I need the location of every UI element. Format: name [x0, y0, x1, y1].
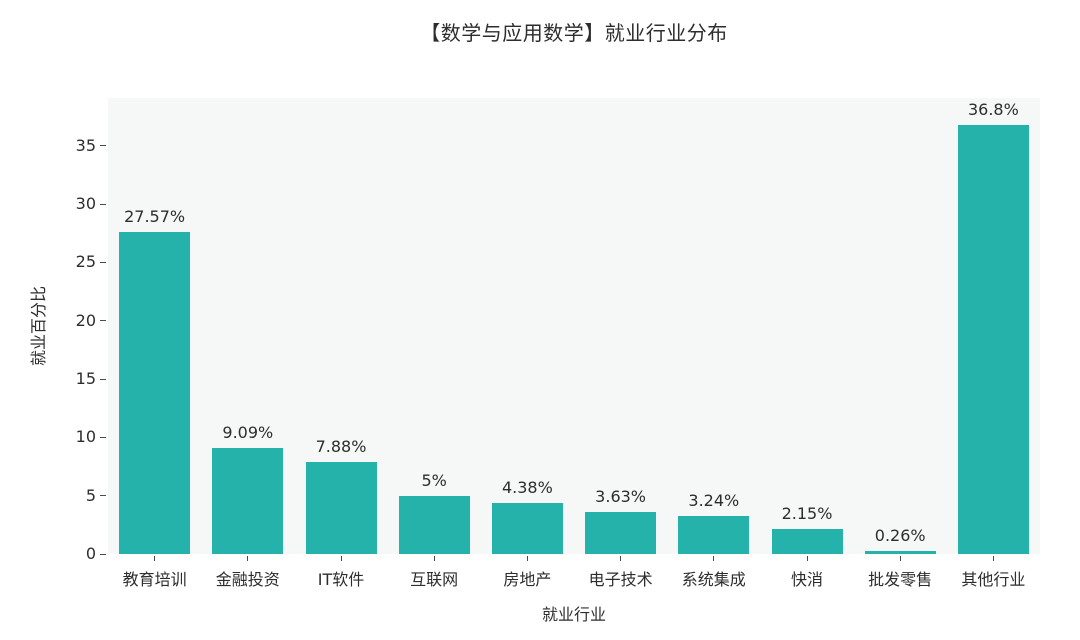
bar [491, 502, 563, 554]
x-axis-tick-label: 房地产 [503, 570, 552, 589]
y-axis-tick-label: 20 [75, 310, 96, 330]
y-axis-tick-label: 5 [85, 485, 96, 505]
x-axis-tick-label: 教育培训 [122, 570, 187, 589]
bar [771, 528, 843, 554]
x-axis-tick-label: 批发零售 [868, 570, 933, 589]
x-axis-tick [620, 556, 622, 561]
bar [957, 124, 1029, 554]
x-axis-tick-label: 互联网 [410, 570, 459, 589]
y-axis-tick [100, 553, 106, 555]
x-axis-tick [899, 556, 901, 561]
bar [119, 232, 191, 554]
x-axis-tick [713, 556, 715, 561]
y-axis-tick [100, 203, 106, 205]
x-axis-title: 就业行业 [541, 605, 607, 624]
x-axis-tick [526, 556, 528, 561]
y-axis-tick-label: 0 [85, 544, 96, 563]
bar [305, 462, 377, 554]
bar [212, 448, 284, 554]
plot-area: 27.57% 9.09% 7.88% 5% 4.38% 3.63% 3.24% 2.15% 0.… [108, 98, 1040, 554]
y-axis-tick [100, 436, 106, 438]
bar [864, 550, 936, 554]
x-axis-tick-label: 电子技术 [588, 570, 653, 589]
x-axis-tick [247, 556, 249, 561]
y-axis-tick-label: 30 [75, 194, 96, 214]
x-axis-tick [992, 556, 994, 561]
bar-value-label: 4.38% [501, 477, 553, 497]
bar [398, 495, 470, 554]
bar-value-label: 7.88% [315, 437, 367, 457]
x-axis-tick-label: 快消 [790, 570, 824, 589]
x-axis-tick [340, 556, 342, 561]
y-axis-tick [100, 320, 106, 322]
bar-value-label: 27.57% [124, 207, 186, 227]
bar-value-label: 36.8% [967, 99, 1019, 119]
bar-value-label: 3.63% [595, 486, 647, 506]
y-axis-tick [100, 378, 106, 380]
x-axis-tick [154, 556, 156, 561]
x-axis-tick-label: IT软件 [317, 570, 365, 589]
y-axis-title: 就业百分比 [29, 285, 48, 367]
y-axis-tick-label: 35 [75, 135, 96, 155]
chart-title: 【数学与应用数学】就业行业分布 [420, 21, 728, 45]
y-axis-tick-label: 10 [75, 427, 96, 447]
bar-value-label: 3.24% [688, 491, 740, 511]
y-axis-tick-label: 25 [75, 252, 96, 272]
x-axis-tick-label: 其他行业 [961, 570, 1026, 589]
y-axis-tick [100, 145, 106, 147]
bar-value-label: 0.26% [874, 525, 926, 545]
y-axis-tick [100, 495, 106, 497]
x-axis-tick-label: 金融投资 [215, 570, 280, 589]
bar [585, 511, 657, 554]
bar-value-label: 9.09% [222, 423, 274, 442]
bar-value-label: 5% [421, 470, 447, 490]
y-axis-tick-label: 15 [75, 369, 96, 389]
x-axis-tick [806, 556, 808, 561]
y-axis-tick [100, 261, 106, 263]
x-axis-tick [433, 556, 435, 561]
bar-value-label: 2.15% [781, 503, 833, 523]
x-axis-tick-label: 系统集成 [681, 570, 746, 589]
bar [678, 516, 750, 554]
